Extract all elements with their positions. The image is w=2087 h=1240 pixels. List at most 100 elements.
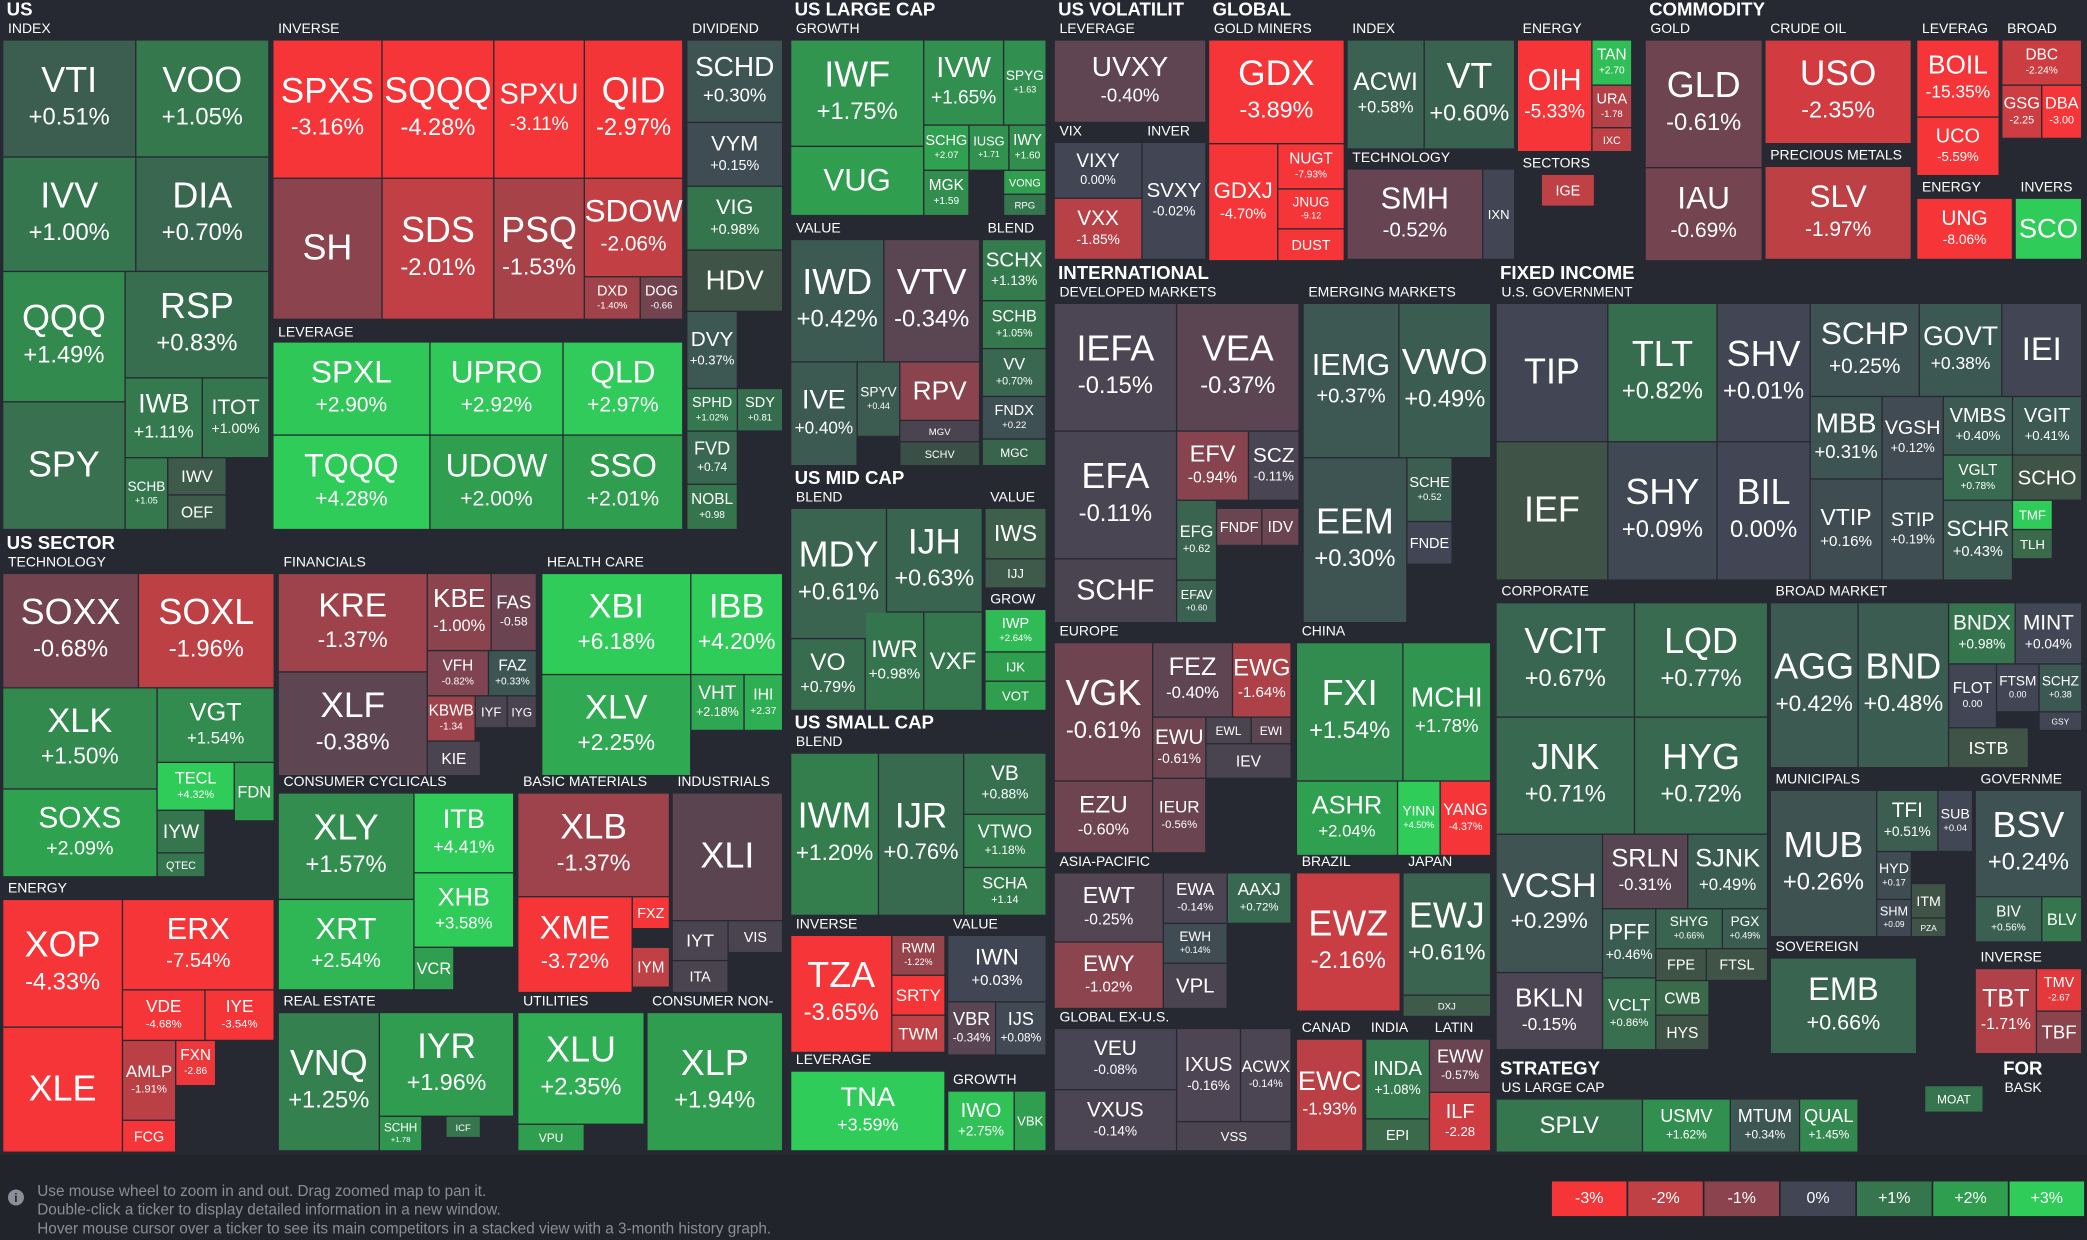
tile[interactable]: SUB+0.04 [1938,790,1972,851]
tile[interactable]: BIV +0.56% [1975,897,2042,942]
tile[interactable]: ITA [672,961,728,992]
tile[interactable]: MGC [982,439,1046,465]
tile[interactable]: USMV +1.62% [1643,1099,1730,1152]
tile[interactable]: SLV -1.97% [1765,166,1911,259]
tile[interactable]: EFAV+0.60 [1177,580,1216,622]
tile[interactable]: QID -2.97% [584,40,683,178]
tile[interactable]: XLF -0.38% [278,672,427,775]
tile[interactable]: SHV +0.01% [1717,304,1810,442]
tile[interactable]: BSV +0.24% [1975,790,2082,897]
tile[interactable]: XLE [3,1027,122,1152]
tile[interactable]: IHI +2.37 [744,675,782,730]
tile[interactable]: SSO +2.01% [563,435,683,529]
tile[interactable]: SPXS-3.16% [273,40,382,178]
tile[interactable]: SCZ -0.11% [1249,431,1299,500]
tile[interactable]: DBC -2.24% [2002,40,2082,85]
tile[interactable]: EWA -0.14% [1163,873,1227,923]
tile[interactable]: EWZ -2.16% [1297,873,1400,1011]
tile[interactable]: IDV [1262,508,1299,545]
tile[interactable]: VCSH +0.29% [1496,834,1602,972]
tile[interactable]: QLD +2.97% [563,342,683,435]
tile[interactable]: SHYG+0.66% [1656,909,1722,948]
tile[interactable]: STIP+0.19% [1882,479,1943,580]
tile[interactable]: IYG [507,696,536,728]
tile[interactable]: XLK+1.50% [3,688,157,789]
tile[interactable]: USO -2.35% [1765,40,1911,144]
tile[interactable]: SPLV [1496,1099,1642,1152]
tile[interactable]: FTSM 0.00 [1997,664,2039,712]
tile[interactable]: VIS [728,921,782,952]
tile[interactable]: ACWI +0.58% [1347,40,1424,149]
tile[interactable]: FNDX+0.22 [982,397,1046,439]
tile[interactable]: IYM [632,947,669,987]
tile[interactable]: IWV [168,458,226,495]
tile[interactable]: MUB +0.26% [1770,790,1877,936]
tile[interactable]: HYD+0.17 [1877,852,1911,899]
tile[interactable]: TLH [2013,530,2052,559]
tile[interactable]: BLV [2042,897,2082,942]
tile[interactable]: HYS [1656,1015,1709,1050]
tile[interactable]: BKLN-0.15% [1496,973,1602,1050]
tile[interactable]: ACWX -0.14% [1241,1029,1291,1121]
tile[interactable]: SCHR +0.43% [1943,500,2012,580]
tile[interactable]: EFV -0.94% [1177,431,1248,500]
tile[interactable]: MGV [900,421,979,442]
tile[interactable]: SPXL +2.90% [273,342,430,435]
tile[interactable]: BOIL-15.35% [1917,40,1999,117]
tile[interactable]: KRE -1.37% [278,574,427,672]
tile[interactable]: EEM +0.30% [1303,458,1407,622]
tile[interactable]: GDX -3.89% [1209,40,1344,144]
tile[interactable]: IJJ [985,559,1046,588]
tile[interactable]: TWM [892,1015,945,1052]
tile[interactable]: VUG [791,147,924,215]
tile[interactable]: YINN+4.50% [1398,781,1440,855]
tile[interactable]: SVXY -0.02% [1142,143,1206,259]
tile[interactable]: NOBL +0.98 [687,484,737,529]
tile[interactable]: SPXU -3.11% [494,40,584,178]
tile[interactable]: FAS-0.58 [491,574,536,650]
tile[interactable]: IXN [1483,169,1515,259]
tile[interactable]: TFI +0.51% [1877,790,1938,851]
tile[interactable]: XOP -4.33% [3,900,122,1027]
tile[interactable]: FXZ [632,897,669,929]
tile[interactable]: VPU [518,1124,584,1151]
tile[interactable]: IUSG+1.71 [969,125,1009,170]
tile[interactable]: VO +0.79% [791,639,865,710]
tile[interactable]: XLI [672,793,782,921]
tile[interactable]: PSQ -1.53% [494,178,584,319]
tile[interactable]: IYW [157,810,205,853]
tile[interactable]: VEU -0.08% [1054,1029,1176,1089]
tile[interactable]: FVD +0.74 [687,431,737,484]
tile[interactable]: IWR +0.98% [865,612,924,710]
tile[interactable]: PFF +0.46% [1603,909,1656,978]
tile[interactable]: SDOW -2.06% [584,178,683,277]
tile[interactable]: VTWO +1.18% [964,814,1046,867]
tile[interactable]: SCO [2015,198,2082,259]
tile[interactable]: SPY [3,402,125,529]
tile[interactable]: ERX -7.54% [123,900,274,990]
tile[interactable]: ISTB [1949,728,2028,768]
tile[interactable]: VGSH+0.12% [1882,397,1943,479]
tile[interactable]: SCHB+1.05% [982,301,1046,348]
tile[interactable]: QTEC [157,853,205,877]
tile[interactable]: TECL +4.32% [157,763,234,810]
tile[interactable]: XME -3.72% [518,897,632,992]
tile[interactable]: LQD +0.77% [1635,603,1767,717]
tile[interactable]: EWH+0.14% [1163,924,1227,963]
tile[interactable]: TLT +0.82% [1608,304,1717,442]
tile[interactable]: EWC -1.93% [1297,1039,1363,1151]
tile[interactable]: IVE+0.40% [791,362,857,465]
tile[interactable]: IYF [475,696,507,728]
tile[interactable]: MCHI+1.78% [1403,643,1491,781]
tile[interactable]: PZA [1911,918,1946,936]
tile[interactable]: SCHE+0.52 [1407,458,1452,521]
tile[interactable]: SHM+0.09 [1877,900,1911,936]
tile[interactable]: SCHX +1.13% [982,240,1046,301]
tile[interactable]: EFA -0.11% [1054,431,1176,559]
tile[interactable]: SCHA +1.14 [964,868,1046,915]
tile[interactable]: GSY [2039,712,2082,730]
tile[interactable]: VXX -1.85% [1054,198,1142,259]
tile[interactable]: CWB [1656,981,1709,1015]
tile[interactable]: ITB +4.41% [414,793,514,873]
